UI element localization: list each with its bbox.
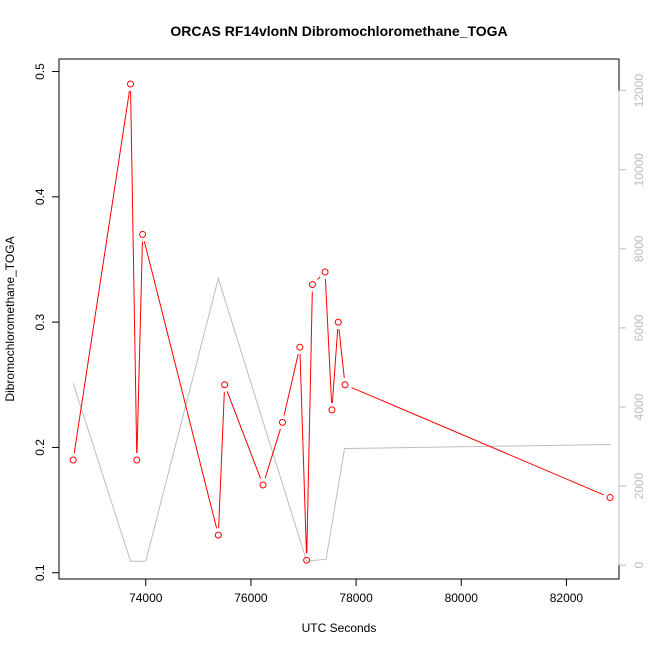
- primary-series-point: [259, 481, 267, 489]
- primary-series-segment: [331, 329, 339, 403]
- primary-series-point: [308, 281, 316, 289]
- primary-series-point: [296, 343, 304, 351]
- primary-series-point: [321, 268, 329, 276]
- primary-series-point: [278, 418, 286, 426]
- y-tick-label: 0.3: [33, 313, 47, 330]
- y2-tick-label: 8000: [632, 235, 646, 262]
- primary-series-segment: [338, 329, 345, 378]
- primary-series-segment: [317, 276, 321, 280]
- y-axis-label: Dibromochloromethane_TOGA: [3, 236, 17, 401]
- y-tick-label: 0.5: [33, 63, 47, 80]
- y2-tick-label: 12000: [632, 74, 646, 108]
- series-layer: [69, 80, 614, 564]
- chart-title: ORCAS RF14vlonN Dibromochloromethane_TOG…: [170, 23, 507, 39]
- primary-series-segment: [324, 278, 333, 403]
- primary-series-segment: [306, 291, 313, 554]
- y-tick-label: 0.1: [33, 564, 47, 581]
- primary-series-segment: [299, 354, 307, 554]
- y-tick-label: 0.2: [33, 439, 47, 456]
- x-axis: 74000 76000 78000 80000 82000: [129, 578, 584, 605]
- primary-series-segment: [283, 353, 299, 416]
- primary-series-segment: [73, 90, 130, 454]
- secondary-series-line: [72, 276, 611, 562]
- primary-series-segment: [218, 391, 225, 529]
- primary-series-point: [69, 456, 77, 464]
- primary-series-point: [606, 494, 614, 502]
- x-tick-label: 80000: [445, 591, 479, 605]
- primary-series-point: [214, 531, 222, 539]
- x-tick-label: 74000: [129, 591, 163, 605]
- y-axis-right: 0 2000 4000 6000 8000 10000 12000: [618, 74, 646, 569]
- x-tick-label: 78000: [339, 591, 373, 605]
- y2-tick-label: 6000: [632, 314, 646, 341]
- primary-series-point: [341, 381, 349, 389]
- primary-series-point: [133, 456, 141, 464]
- primary-series-segment: [226, 391, 261, 479]
- y-axis-left: 0.1 0.2 0.3 0.4 0.5: [33, 63, 60, 581]
- primary-series-point: [334, 318, 342, 326]
- primary-series-point: [328, 406, 336, 414]
- primary-series-segment: [136, 241, 143, 453]
- x-tick-label: 76000: [234, 591, 268, 605]
- y2-tick-label: 2000: [632, 472, 646, 499]
- primary-series-segment: [351, 387, 604, 496]
- primary-series-point: [221, 381, 229, 389]
- x-axis-label: UTC Seconds: [302, 621, 377, 635]
- primary-series-point: [139, 230, 147, 238]
- y2-tick-label: 4000: [632, 393, 646, 420]
- y-tick-label: 0.4: [33, 188, 47, 205]
- primary-series-point: [127, 80, 135, 88]
- y2-tick-label: 0: [632, 562, 646, 569]
- primary-series-segment: [143, 241, 218, 529]
- primary-series-segment: [130, 91, 138, 453]
- x-tick-label: 82000: [550, 591, 584, 605]
- primary-series-segment: [264, 428, 281, 479]
- y2-tick-label: 10000: [632, 153, 646, 187]
- primary-series-point: [303, 556, 311, 564]
